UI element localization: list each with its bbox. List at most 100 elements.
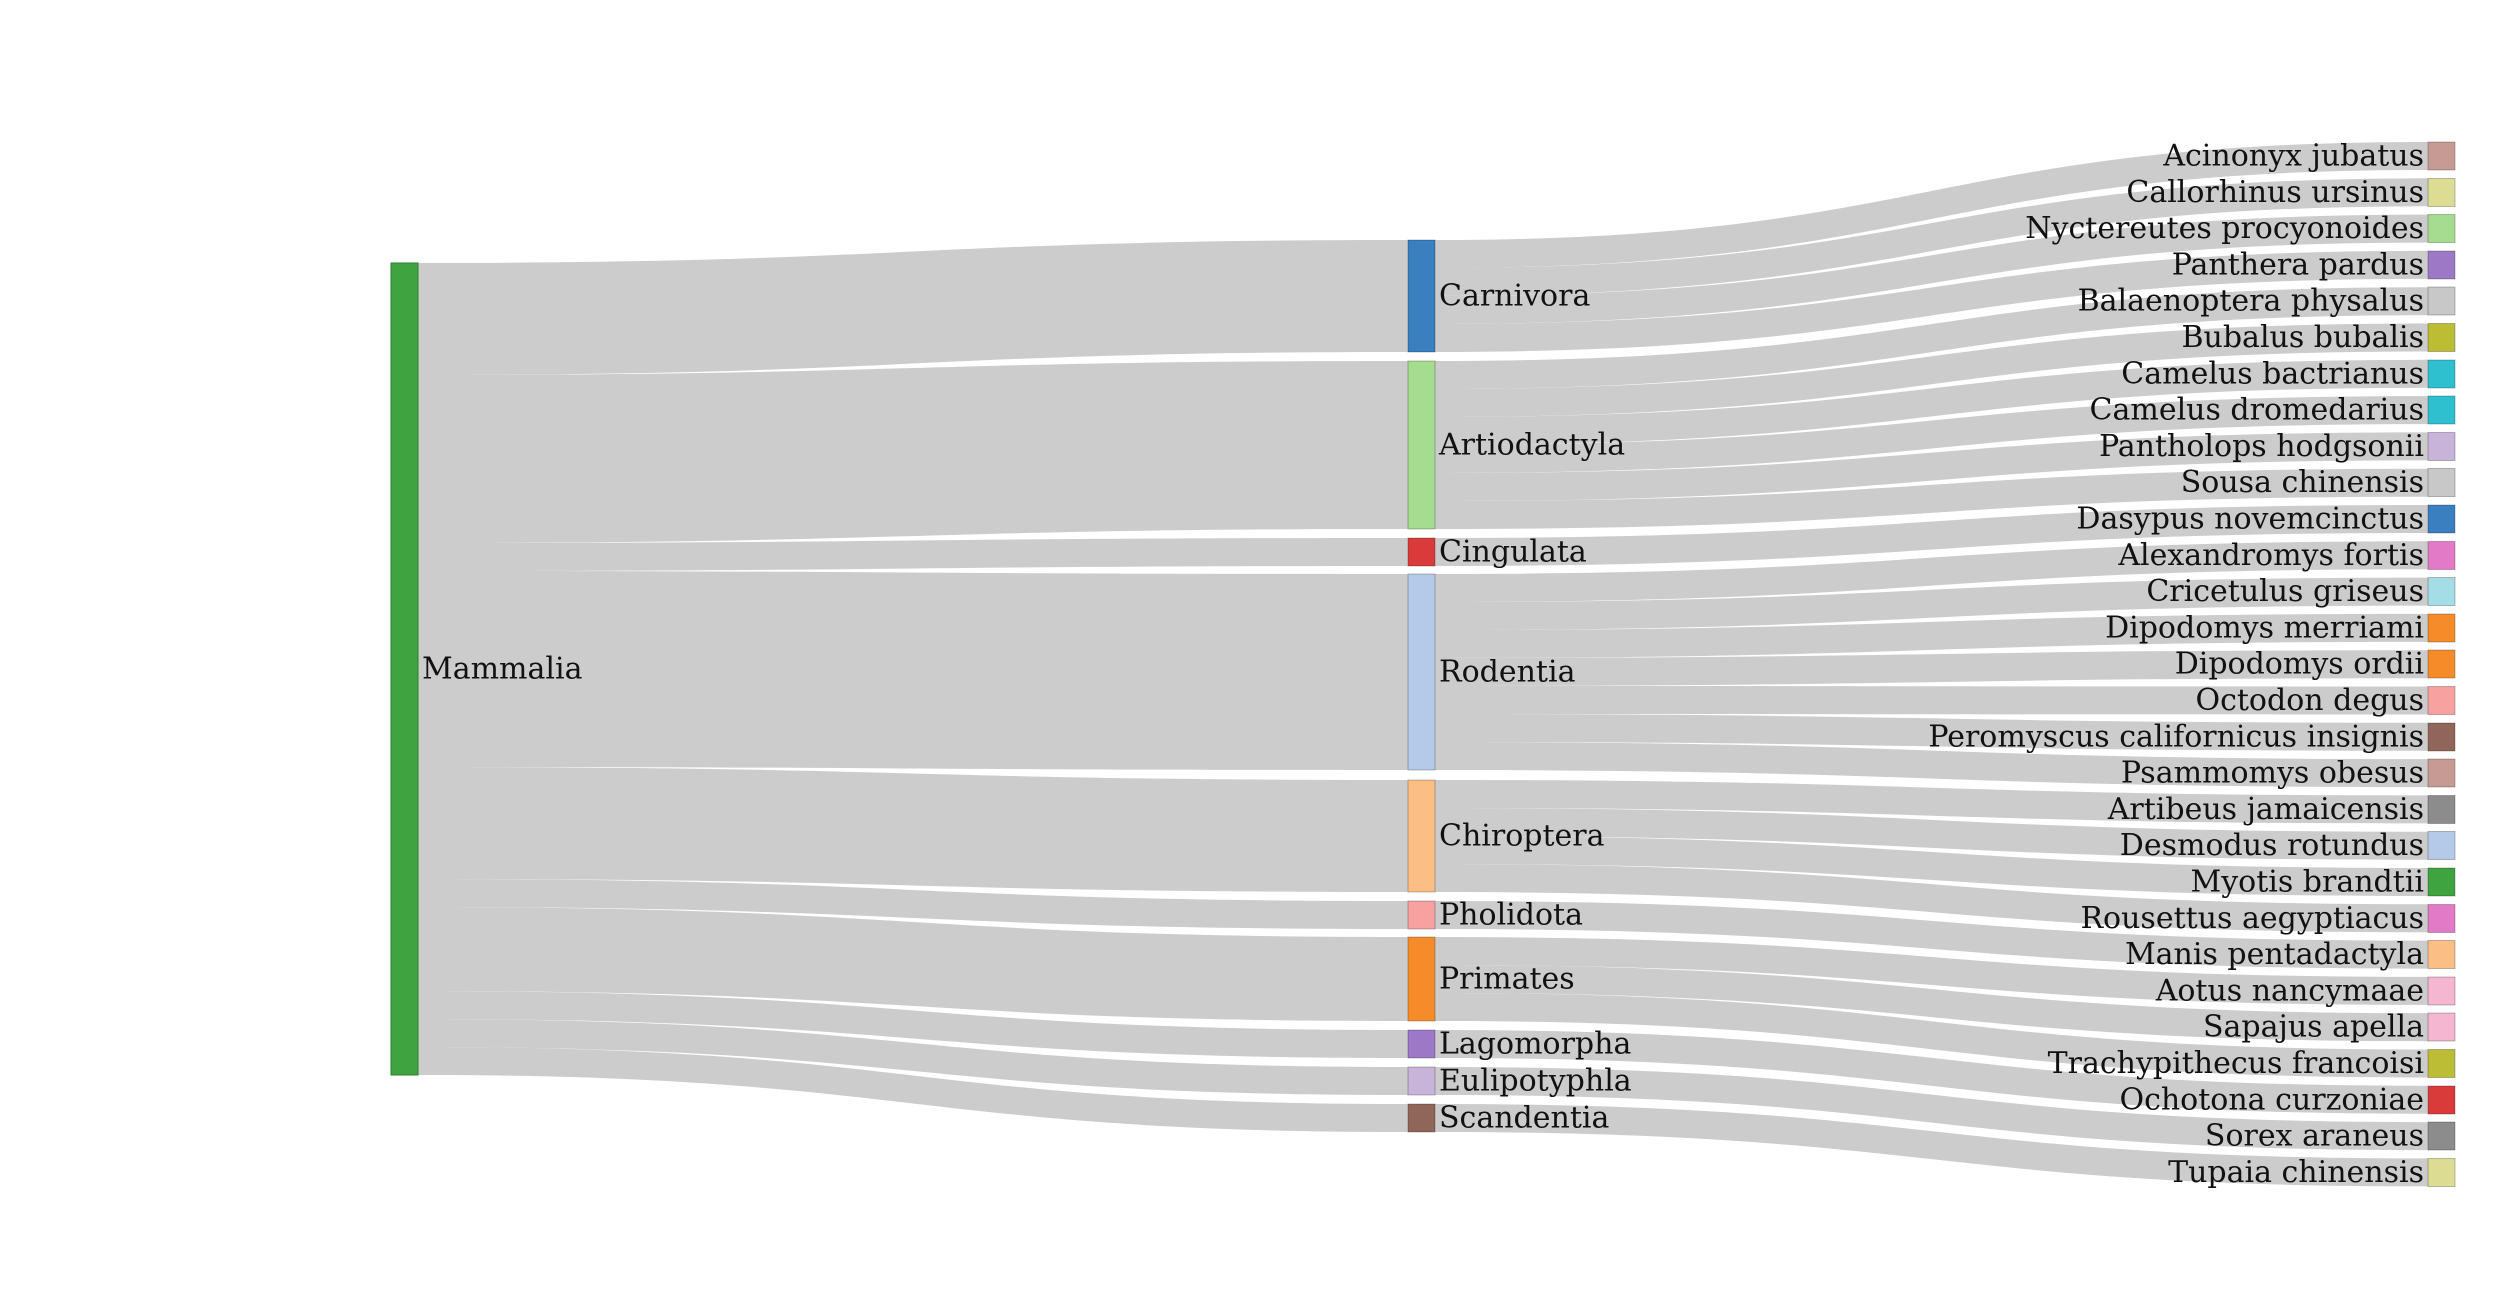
link-mammalia-pholidota	[418, 879, 1408, 929]
node-eulipotyphla[interactable]	[1407, 1066, 1436, 1096]
node-rodentia[interactable]	[1407, 573, 1436, 771]
node-bar-dasypus-novemcinctus[interactable]	[2427, 504, 2456, 534]
link-artiodactyla-balaenoptera-physalus	[1435, 287, 2428, 389]
node-carnivora[interactable]	[1407, 239, 1436, 353]
node-primates[interactable]	[1407, 936, 1436, 1022]
node-bar-balaenoptera-physalus[interactable]	[2427, 286, 2456, 316]
node-pantholops-hodgsonii[interactable]	[2427, 431, 2456, 461]
node-sorex-araneus[interactable]	[2427, 1121, 2456, 1151]
node-bar-desmodus-rotundus[interactable]	[2427, 831, 2456, 861]
node-camelus-dromedarius[interactable]	[2427, 395, 2456, 425]
node-label-pantholops-hodgsonii: Pantholops hodgsonii	[2099, 429, 2424, 464]
node-camelus-bactrianus[interactable]	[2427, 359, 2456, 389]
link-rodentia-dipodomys-ordii	[1435, 650, 2428, 686]
node-label-acinonyx-jubatus: Acinonyx jubatus	[2162, 139, 2424, 174]
node-bar-artiodactyla[interactable]	[1407, 360, 1436, 530]
node-bar-myotis-brandtii[interactable]	[2427, 867, 2456, 897]
node-ochotona-curzoniae[interactable]	[2427, 1085, 2456, 1115]
node-bar-nyctereutes-procyonoides[interactable]	[2427, 214, 2456, 244]
node-bar-acinonyx-jubatus[interactable]	[2427, 141, 2456, 171]
node-bubalus-bubalis[interactable]	[2427, 323, 2456, 352]
node-bar-tupaia-chinensis[interactable]	[2427, 1157, 2456, 1187]
node-bar-primates[interactable]	[1407, 936, 1436, 1022]
node-bar-scandentia[interactable]	[1407, 1103, 1436, 1133]
node-bar-bubalus-bubalis[interactable]	[2427, 323, 2456, 352]
node-bar-sousa-chinensis[interactable]	[2427, 468, 2456, 498]
node-bar-cingulata[interactable]	[1407, 537, 1436, 567]
node-bar-rodentia[interactable]	[1407, 573, 1436, 771]
node-sapajus-apella[interactable]	[2427, 1012, 2456, 1042]
node-aotus-nancymaae[interactable]	[2427, 976, 2456, 1006]
node-bar-manis-pentadactyla[interactable]	[2427, 940, 2456, 970]
node-scandentia[interactable]	[1407, 1103, 1436, 1133]
node-peromyscus-californicus-insignis[interactable]	[2427, 722, 2456, 752]
node-balaenoptera-physalus[interactable]	[2427, 286, 2456, 316]
link-mammalia-eulipotyphla	[418, 1019, 1408, 1095]
node-bar-dipodomys-ordii[interactable]	[2427, 649, 2456, 679]
node-bar-psammomys-obesus[interactable]	[2427, 758, 2456, 788]
node-sousa-chinensis[interactable]	[2427, 468, 2456, 498]
node-callorhinus-ursinus[interactable]	[2427, 177, 2456, 207]
node-artibeus-jamaicensis[interactable]	[2427, 794, 2456, 824]
node-pholidota[interactable]	[1407, 900, 1436, 930]
node-bar-rousettus-aegyptiacus[interactable]	[2427, 903, 2456, 933]
node-dasypus-novemcinctus[interactable]	[2427, 504, 2456, 534]
node-bar-trachypithecus-francoisi[interactable]	[2427, 1049, 2456, 1078]
node-manis-pentadactyla[interactable]	[2427, 940, 2456, 970]
node-cingulata[interactable]	[1407, 537, 1436, 567]
node-chiroptera[interactable]	[1407, 779, 1436, 893]
node-dipodomys-ordii[interactable]	[2427, 649, 2456, 679]
node-bar-lagomorpha[interactable]	[1407, 1029, 1436, 1059]
node-bar-dipodomys-merriami[interactable]	[2427, 613, 2456, 643]
node-bar-eulipotyphla[interactable]	[1407, 1066, 1436, 1096]
node-psammomys-obesus[interactable]	[2427, 758, 2456, 788]
node-label-callorhinus-ursinus: Callorhinus ursinus	[2126, 175, 2424, 210]
node-bar-cricetulus-griseus[interactable]	[2427, 577, 2456, 607]
node-acinonyx-jubatus[interactable]	[2427, 141, 2456, 171]
node-bar-panthera-pardus[interactable]	[2427, 250, 2456, 280]
node-bar-carnivora[interactable]	[1407, 239, 1436, 353]
node-nyctereutes-procyonoides[interactable]	[2427, 214, 2456, 244]
node-bar-pantholops-hodgsonii[interactable]	[2427, 431, 2456, 461]
node-bar-pholidota[interactable]	[1407, 900, 1436, 930]
link-rodentia-octodon-degus	[1435, 686, 2428, 715]
node-bar-chiroptera[interactable]	[1407, 779, 1436, 893]
node-bar-callorhinus-ursinus[interactable]	[2427, 177, 2456, 207]
link-mammalia-lagomorpha	[418, 991, 1408, 1058]
node-rousettus-aegyptiacus[interactable]	[2427, 903, 2456, 933]
node-desmodus-rotundus[interactable]	[2427, 831, 2456, 861]
link-artiodactyla-camelus-bactrianus	[1435, 359, 2428, 445]
node-alexandromys-fortis[interactable]	[2427, 540, 2456, 570]
node-bar-peromyscus-californicus-insignis[interactable]	[2427, 722, 2456, 752]
node-bar-octodon-degus[interactable]	[2427, 686, 2456, 715]
node-tupaia-chinensis[interactable]	[2427, 1157, 2456, 1187]
link-mammalia-primates	[418, 907, 1408, 1021]
node-mammalia[interactable]	[390, 262, 419, 1076]
node-label-rodentia: Rodentia	[1439, 655, 1576, 690]
node-bar-mammalia[interactable]	[390, 262, 419, 1076]
node-bar-camelus-bactrianus[interactable]	[2427, 359, 2456, 389]
node-label-tupaia-chinensis: Tupaia chinensis	[2168, 1155, 2424, 1190]
node-label-lagomorpha: Lagomorpha	[1439, 1027, 1631, 1062]
node-bar-aotus-nancymaae[interactable]	[2427, 976, 2456, 1006]
node-bar-ochotona-curzoniae[interactable]	[2427, 1085, 2456, 1115]
node-bar-artibeus-jamaicensis[interactable]	[2427, 794, 2456, 824]
node-bar-alexandromys-fortis[interactable]	[2427, 540, 2456, 570]
node-panthera-pardus[interactable]	[2427, 250, 2456, 280]
node-bar-sorex-araneus[interactable]	[2427, 1121, 2456, 1151]
node-trachypithecus-francoisi[interactable]	[2427, 1049, 2456, 1078]
node-bar-sapajus-apella[interactable]	[2427, 1012, 2456, 1042]
link-cingulata-dasypus-novemcinctus	[1435, 505, 2428, 566]
link-artiodactyla-pantholops-hodgsonii	[1435, 432, 2428, 501]
node-lagomorpha[interactable]	[1407, 1029, 1436, 1059]
link-artiodactyla-camelus-dromedarius	[1435, 396, 2428, 473]
node-cricetulus-griseus[interactable]	[2427, 577, 2456, 607]
link-rodentia-psammomys-obesus	[1435, 742, 2428, 788]
node-octodon-degus[interactable]	[2427, 686, 2456, 715]
sankey-links	[418, 142, 2428, 1187]
node-artiodactyla[interactable]	[1407, 360, 1436, 530]
link-eulipotyphla-sorex-araneus	[1435, 1067, 2428, 1151]
node-myotis-brandtii[interactable]	[2427, 867, 2456, 897]
node-bar-camelus-dromedarius[interactable]	[2427, 395, 2456, 425]
node-dipodomys-merriami[interactable]	[2427, 613, 2456, 643]
